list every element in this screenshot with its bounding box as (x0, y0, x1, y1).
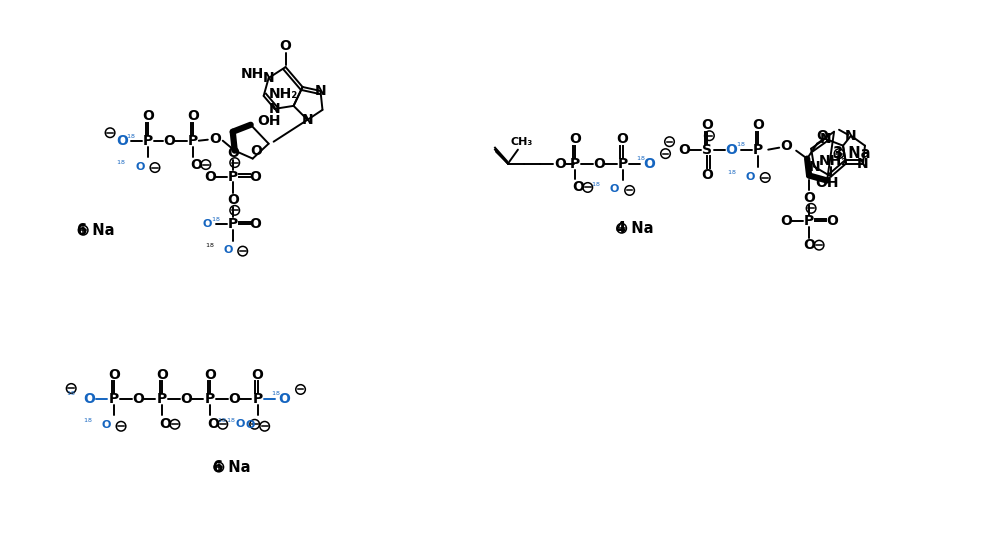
Text: O: O (568, 132, 580, 146)
Text: P: P (569, 157, 580, 171)
Text: OH: OH (815, 176, 839, 190)
Text: O: O (227, 194, 239, 208)
Text: OH: OH (257, 114, 281, 128)
Text: N: N (857, 157, 869, 171)
Text: S: S (702, 143, 712, 157)
Text: $^{18}$: $^{18}$ (591, 182, 601, 191)
Text: NH₂: NH₂ (818, 153, 848, 167)
Text: NH₂: NH₂ (269, 87, 299, 101)
Text: N: N (808, 160, 820, 174)
Text: O: O (252, 368, 264, 382)
Text: O: O (781, 214, 793, 228)
Text: O: O (163, 134, 175, 148)
Text: N: N (263, 71, 275, 85)
Text: $^{18}$: $^{18}$ (211, 217, 221, 226)
Text: $^{18}$: $^{18}$ (65, 391, 75, 400)
Text: P: P (227, 217, 238, 231)
Text: O: O (644, 157, 656, 171)
Text: O: O (209, 132, 221, 146)
Text: O: O (189, 157, 201, 171)
Text: O: O (245, 420, 254, 430)
Text: $^{18}$: $^{18}$ (271, 391, 280, 400)
Text: O: O (116, 134, 128, 148)
Text: O: O (746, 171, 755, 181)
Text: $^{18}$: $^{18}$ (226, 418, 236, 427)
Text: N: N (302, 113, 313, 127)
Text: $^{18}$: $^{18}$ (727, 169, 736, 178)
Text: $^{18}$: $^{18}$ (126, 133, 136, 142)
Text: N: N (314, 84, 326, 98)
Text: O: O (250, 217, 262, 231)
Text: O: O (135, 162, 145, 171)
Text: O: O (142, 109, 154, 123)
Text: O: O (752, 118, 764, 132)
Text: O: O (804, 238, 815, 252)
Text: O: O (804, 191, 815, 205)
Text: P: P (617, 157, 628, 171)
Text: O: O (156, 368, 168, 382)
Text: N: N (845, 129, 857, 143)
Text: O: O (207, 417, 218, 431)
Text: O: O (816, 129, 828, 143)
Text: O: O (186, 109, 198, 123)
Text: 6 Na: 6 Na (77, 223, 115, 238)
Text: P: P (227, 170, 238, 184)
Text: O: O (204, 368, 215, 382)
Text: 6 Na: 6 Na (213, 460, 251, 474)
Text: O: O (279, 392, 291, 406)
Text: O: O (235, 419, 244, 429)
Text: O: O (554, 157, 565, 171)
Text: O: O (180, 392, 191, 406)
Text: P: P (804, 214, 814, 228)
Text: N: N (819, 132, 831, 146)
Text: O: O (132, 392, 144, 406)
Text: O: O (108, 368, 120, 382)
Text: O: O (701, 167, 713, 181)
Text: P: P (204, 392, 215, 406)
Text: O: O (280, 39, 292, 53)
Text: $^{18}$: $^{18}$ (205, 243, 215, 252)
Text: O: O (251, 143, 263, 158)
Text: O: O (159, 417, 171, 431)
Text: O: O (250, 170, 262, 184)
Text: O: O (617, 132, 629, 146)
Text: O: O (204, 170, 215, 184)
Text: O: O (610, 185, 619, 194)
Text: O: O (223, 245, 232, 255)
Text: O: O (228, 392, 240, 406)
Text: O: O (679, 143, 690, 157)
Text: O: O (202, 219, 211, 229)
Text: NH: NH (241, 67, 264, 81)
Text: P: P (109, 392, 119, 406)
Text: P: P (187, 134, 198, 148)
Text: P: P (143, 134, 153, 148)
Text: O: O (227, 146, 239, 160)
Text: $^{18}$: $^{18}$ (736, 141, 745, 150)
Text: $^{18}$: $^{18}$ (636, 155, 645, 164)
Text: O: O (593, 157, 605, 171)
Text: N: N (269, 102, 281, 116)
Text: O: O (83, 392, 95, 406)
Text: O: O (701, 118, 713, 132)
Text: P: P (157, 392, 167, 406)
Text: 4 Na: 4 Na (616, 221, 654, 235)
Text: CH₃: CH₃ (511, 137, 533, 147)
Text: $^{18}$: $^{18}$ (116, 159, 126, 168)
Text: O: O (101, 420, 111, 430)
Text: $^{18}$: $^{18}$ (82, 418, 92, 427)
Text: O: O (571, 180, 583, 194)
Text: P: P (253, 392, 263, 406)
Text: O: O (725, 143, 737, 157)
Text: O: O (826, 214, 838, 228)
Text: $^{18}$: $^{18}$ (217, 418, 227, 427)
Text: 3 Na: 3 Na (833, 146, 871, 161)
Text: O: O (781, 139, 793, 153)
Text: P: P (753, 143, 764, 157)
